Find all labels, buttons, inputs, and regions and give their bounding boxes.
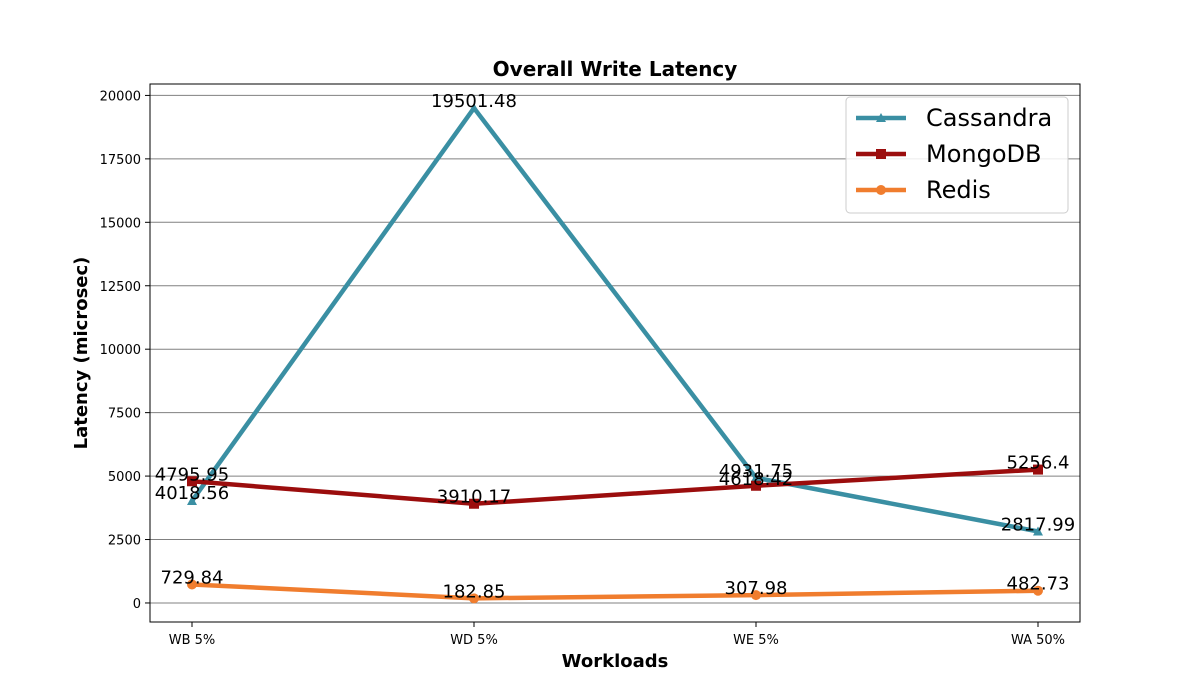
data-point-mongodb (751, 480, 761, 491)
data-label-redis: 307.98 (725, 578, 788, 599)
legend-box (845, 96, 1069, 214)
axes-layer: 0 2500 5000 7500 10000 12500 15000 17500 20000 WB… (100, 89, 1065, 648)
y-tick-label: 12500 (100, 280, 141, 295)
data-point-cassandra (1033, 526, 1043, 536)
data-label-redis: 729.84 (161, 567, 224, 588)
series-line-mongodb (189, 467, 1041, 506)
data-point-mongodb (469, 498, 479, 509)
data-label-cassandra: 19501.48 (431, 91, 517, 112)
data-point-redis (469, 593, 479, 604)
data-label-redis: 482.73 (1007, 574, 1070, 595)
series-layer (187, 103, 1043, 604)
y-tick-label: 10000 (100, 343, 141, 358)
y-tick-label: 15000 (100, 216, 141, 231)
data-point-cassandra (751, 472, 761, 482)
x-axis-label: Workloads (562, 651, 669, 672)
grid-layer (150, 94, 1080, 604)
legend-label-cassandra: Cassandra (926, 104, 1052, 132)
data-labels-layer: 4018.56 19501.48 4931.75 2817.99 4795.95 3910… (155, 91, 1075, 602)
data-label-redis: 182.85 (443, 581, 506, 602)
plot-area-frame (149, 83, 1081, 623)
data-label-mongodb: 4618.42 (719, 469, 793, 490)
legend-marker-redis (876, 185, 886, 195)
legend-label-mongodb: MongoDB (926, 140, 1041, 168)
data-label-cassandra: 2817.99 (1001, 514, 1075, 535)
y-tick-label: 17500 (100, 153, 141, 168)
legend: Cassandra MongoDB Redis (845, 96, 1069, 214)
data-label-mongodb: 5256.4 (1007, 453, 1070, 474)
y-tick-label: 2500 (108, 534, 141, 549)
series-line-cassandra (189, 105, 1041, 534)
data-point-mongodb (1033, 464, 1043, 475)
y-tick-label: 7500 (108, 407, 141, 422)
data-label-mongodb: 4795.95 (155, 464, 229, 485)
legend-marker-mongodb (876, 149, 886, 159)
x-tick-label: WD 5% (450, 633, 498, 648)
data-point-redis (187, 579, 197, 590)
y-tick-label: 20000 (100, 89, 141, 104)
data-point-redis (1033, 585, 1043, 596)
data-point-cassandra (187, 495, 197, 505)
data-label-mongodb: 3910.17 (437, 487, 511, 508)
chart-title: Overall Write Latency (493, 57, 738, 81)
data-label-cassandra: 4931.75 (719, 461, 793, 482)
legend-marker-cassandra (876, 113, 886, 122)
y-tick-label: 0 (133, 597, 141, 612)
x-tick-label: WB 5% (169, 633, 216, 648)
data-point-cassandra (469, 103, 479, 113)
x-tick-label: WE 5% (733, 633, 779, 648)
x-tick-label: WA 50% (1011, 633, 1065, 648)
series-line-redis (189, 582, 1041, 601)
data-point-redis (751, 590, 761, 601)
data-label-cassandra: 4018.56 (155, 483, 229, 504)
y-tick-label: 5000 (108, 470, 141, 485)
y-axis-label: Latency (microsec) (71, 257, 92, 450)
legend-label-redis: Redis (926, 176, 991, 204)
data-point-mongodb (187, 476, 197, 487)
